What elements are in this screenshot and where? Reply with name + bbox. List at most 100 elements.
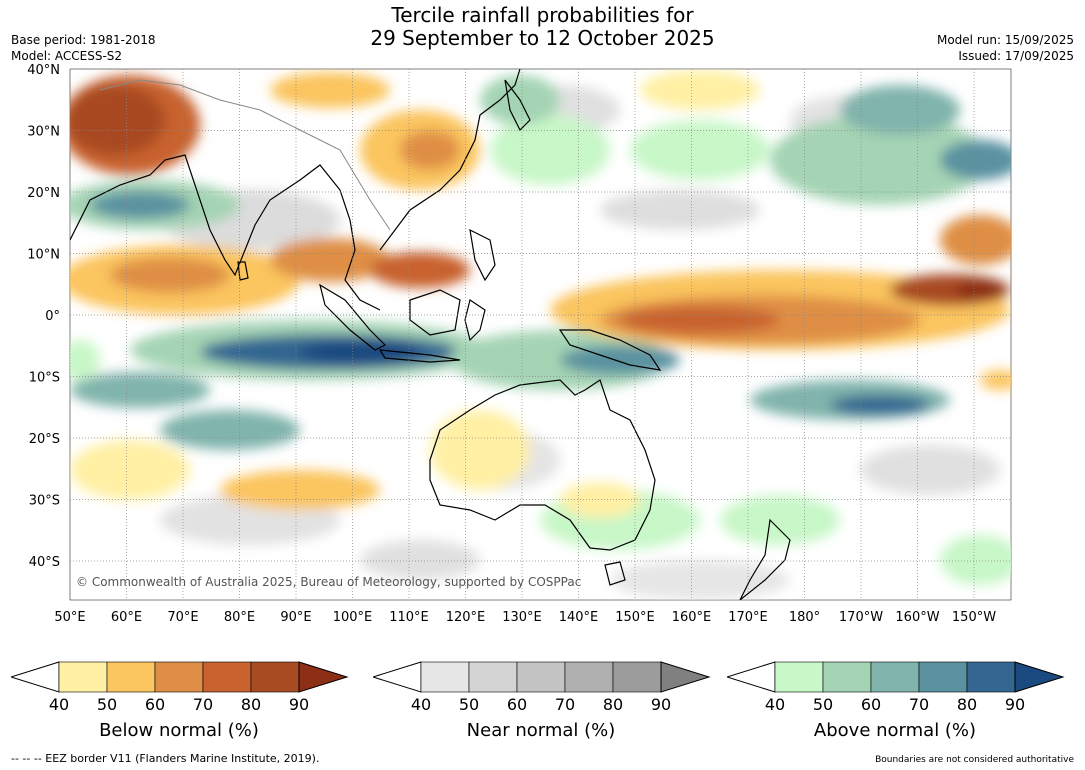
- colorbar-swatch: [420, 661, 470, 693]
- lon-label: 160°E: [672, 610, 712, 625]
- coast-arabia-india: [70, 154, 381, 311]
- colorbar-tick: 70: [909, 695, 929, 714]
- colorbar-swatch: [202, 661, 252, 693]
- lon-label: 90°E: [280, 610, 311, 625]
- title-line-1: Tercile rainfall probabilities for: [391, 3, 694, 27]
- coast-sulawesi: [464, 299, 486, 342]
- colorbar-tick: 70: [193, 695, 213, 714]
- colorbar-tick: 90: [651, 695, 671, 714]
- lon-label: 70°E: [167, 610, 198, 625]
- colorbar-tick: 80: [957, 695, 977, 714]
- colorbar-swatch: [918, 661, 968, 693]
- borders: [99, 79, 391, 231]
- boundary-disclaimer: Boundaries are not considered authoritat…: [875, 755, 1074, 765]
- coast-australia: [429, 379, 656, 551]
- colorbar-swatch: [516, 661, 566, 693]
- colorbar-tick: 40: [765, 695, 785, 714]
- latitude-labels: 40°N 30°N 20°N 10°N 0° 10°S 20°S 30°S 40°S: [27, 63, 60, 570]
- colorbar-label: Near normal (%): [467, 720, 616, 741]
- colorbar-swatch: [774, 661, 824, 693]
- colorbar-swatch: [468, 661, 518, 693]
- colorbar-tick: 50: [813, 695, 833, 714]
- colorbar-tick: 80: [603, 695, 623, 714]
- colorbar-label: Above normal (%): [814, 720, 976, 741]
- coast-sumatra: [319, 283, 387, 351]
- lon-label: 110°E: [389, 610, 429, 625]
- colorbar-tick: 60: [507, 695, 527, 714]
- map-title: Tercile rainfall probabilities for 29 Se…: [0, 4, 1085, 50]
- lat-label: 10°N: [27, 248, 60, 263]
- lat-label: 30°N: [27, 125, 60, 140]
- colorbar-tick: 40: [411, 695, 431, 714]
- lon-label: 180°: [789, 610, 820, 625]
- colorbar-tick: 70: [555, 695, 575, 714]
- lon-label: 150°W: [952, 610, 996, 625]
- colorbar-tick: 90: [1005, 695, 1025, 714]
- coast-borneo: [409, 289, 461, 336]
- metadata-left: Base period: 1981-2018 Model: ACCESS-S2: [11, 32, 156, 64]
- coast-tasmania: [604, 561, 626, 586]
- colorbar-swatch: [966, 661, 1016, 693]
- lat-label: 10°S: [29, 371, 60, 386]
- colorbar-swatch: [822, 661, 872, 693]
- lon-label: 80°E: [224, 610, 255, 625]
- lat-label: 40°N: [27, 63, 60, 78]
- lat-label: 20°S: [29, 432, 60, 447]
- metadata-right: Model run: 15/09/2025 Issued: 17/09/2025: [937, 32, 1074, 64]
- colorbar-swatch: [870, 661, 920, 693]
- coast-new-zealand: [739, 518, 791, 600]
- colorbar-label: Below normal (%): [99, 720, 259, 741]
- colorbar-tick: 60: [145, 695, 165, 714]
- lon-label: 170°E: [728, 610, 768, 625]
- lat-label: 30°S: [29, 494, 60, 509]
- gridlines: [70, 69, 1011, 600]
- longitude-labels: 50°E 60°E 70°E 80°E 90°E 100°E 110°E 120°E 130°E…: [54, 610, 996, 625]
- colorbar-tick: 40: [49, 695, 69, 714]
- colorbar-swatch: [250, 661, 300, 693]
- coast-japan: [504, 79, 531, 132]
- model-name: Model: ACCESS-S2: [11, 49, 123, 63]
- copyright-text: © Commonwealth of Australia 2025, Bureau…: [76, 575, 581, 589]
- colorbar-tick: 50: [459, 695, 479, 714]
- colorbar-extend-low: [373, 661, 422, 693]
- lat-label: 40°S: [29, 555, 60, 570]
- lon-label: 140°E: [559, 610, 599, 625]
- colorbar-tick: 50: [97, 695, 117, 714]
- colorbar-above: 40 50 60 70 80 90 Above normal (%): [727, 661, 1065, 741]
- lon-label: 60°E: [111, 610, 142, 625]
- coast-new-guinea: [558, 329, 662, 371]
- lon-label: 120°E: [446, 610, 486, 625]
- lat-label: 0°: [45, 309, 60, 324]
- colorbar-swatch: [564, 661, 614, 693]
- lon-label: 50°E: [54, 610, 85, 625]
- base-period: Base period: 1981-2018: [11, 33, 156, 47]
- coastlines: [70, 69, 791, 600]
- lon-label: 100°E: [333, 610, 373, 625]
- rainfall-map: 40°N 30°N 20°N 10°N 0° 10°S 20°S 30°S 40°S 50°E 6…: [27, 63, 1012, 625]
- lon-label: 160°W: [895, 610, 939, 625]
- model-run: Model run: 15/09/2025: [936, 33, 1074, 47]
- lon-label: 130°E: [502, 610, 542, 625]
- colorbar-swatch: [612, 661, 662, 693]
- coast-java: [378, 349, 461, 363]
- eez-footnote: -- -- -- EEZ border V11 (Flanders Marine…: [11, 752, 320, 765]
- colorbar-swatch: [106, 661, 156, 693]
- colorbar-below: 40 50 60 70 80 90 Below normal (%): [11, 661, 349, 741]
- colorbar-extend-low: [11, 661, 60, 693]
- coast-philippines: [469, 228, 496, 282]
- coast-china: [379, 69, 521, 251]
- lon-label: 170°W: [839, 610, 883, 625]
- colorbar-extend-low: [727, 661, 776, 693]
- lat-label: 20°N: [27, 186, 60, 201]
- lon-label: 150°E: [615, 610, 655, 625]
- colorbar-tick: 90: [289, 695, 309, 714]
- colorbar-swatch: [154, 661, 204, 693]
- colorbar-tick: 80: [241, 695, 261, 714]
- colorbar-swatch: [58, 661, 108, 693]
- colorbar-tick: 60: [861, 695, 881, 714]
- colorbar-near: 40 50 60 70 80 90 Near normal (%): [373, 661, 711, 741]
- colorbar-extend-high: [1014, 661, 1065, 693]
- colorbar-extend-high: [298, 661, 349, 693]
- colorbar-extend-high: [660, 661, 711, 693]
- title-line-2: 29 September to 12 October 2025: [370, 26, 715, 50]
